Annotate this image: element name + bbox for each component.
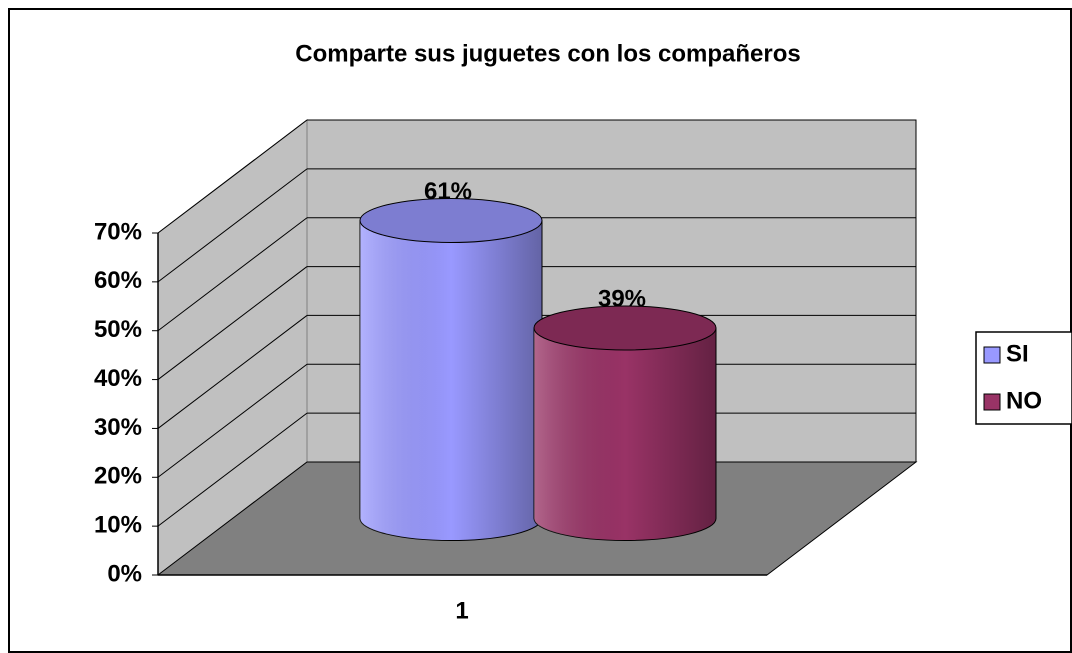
y-tick-label: 70% bbox=[94, 218, 142, 245]
data-label: 39% bbox=[598, 285, 646, 312]
bar-top-shade bbox=[534, 305, 716, 350]
side-grid-line bbox=[157, 266, 308, 380]
y-tick-label: 0% bbox=[107, 560, 142, 587]
bar-shade bbox=[360, 220, 542, 541]
x-tick-label: 1 bbox=[455, 597, 468, 624]
bar-top bbox=[359, 197, 543, 243]
y-tick-label: 60% bbox=[94, 267, 142, 294]
side-grid-line bbox=[157, 412, 308, 527]
chart-title: Comparte sus juguetes con los compañeros bbox=[295, 40, 800, 67]
legend-swatch bbox=[983, 393, 1001, 411]
side-grid-line bbox=[157, 119, 308, 234]
y-tick-label: 50% bbox=[94, 316, 142, 343]
side-grid-line bbox=[157, 168, 308, 283]
side-grid-line bbox=[157, 217, 308, 332]
bar-top bbox=[533, 305, 717, 351]
bar-shade bbox=[534, 327, 716, 541]
legend-label: SI bbox=[1006, 340, 1029, 367]
side-grid-line bbox=[157, 363, 308, 478]
side-grid-line bbox=[157, 315, 308, 429]
y-tick-label: 40% bbox=[94, 365, 142, 392]
legend-swatch bbox=[983, 346, 1001, 364]
data-label: 61% bbox=[424, 178, 472, 205]
bar-top-shade bbox=[360, 198, 542, 243]
y-tick-label: 10% bbox=[94, 511, 142, 538]
legend-label: NO bbox=[1006, 387, 1042, 414]
y-tick-label: 20% bbox=[94, 463, 142, 490]
y-tick-label: 30% bbox=[94, 414, 142, 441]
